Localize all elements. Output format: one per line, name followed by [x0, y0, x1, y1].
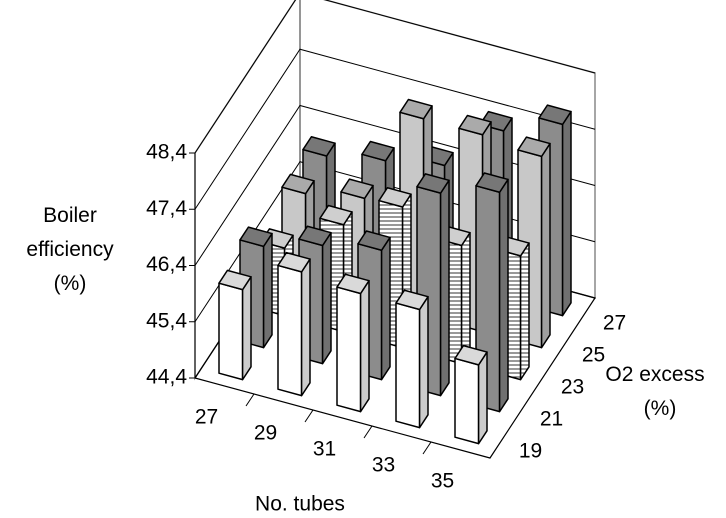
bar-top [361, 140, 395, 162]
bar-top [298, 225, 332, 247]
bar-side [380, 236, 391, 381]
x-tick-label: 31 [313, 438, 336, 461]
bar-top [475, 172, 509, 193]
bar [336, 273, 370, 413]
bar-side [418, 295, 429, 429]
depth-tick-label: 25 [582, 344, 605, 367]
depth-tick-label: 21 [540, 408, 563, 431]
y-tick-label: 44,4 [146, 366, 187, 389]
bar [454, 344, 488, 445]
bar-front [277, 264, 303, 397]
bar [517, 136, 551, 349]
depth-tick-label: 19 [519, 440, 542, 463]
x-tick [422, 441, 432, 455]
bar-front [454, 357, 480, 445]
y-tick-label: 45,4 [146, 309, 187, 332]
bar [239, 226, 273, 349]
bar-side [359, 279, 370, 413]
bar-side [262, 232, 273, 349]
bar-side [300, 258, 311, 397]
bar-top [454, 344, 488, 366]
bar-top [395, 289, 429, 311]
bar-side [498, 178, 509, 413]
x-tick-label: 29 [254, 422, 277, 445]
bar-top [336, 273, 370, 295]
bar-top [399, 98, 433, 120]
bar-side [241, 276, 252, 381]
depth-tick-label: 23 [561, 376, 584, 399]
bar-side [439, 179, 450, 397]
bar-side [561, 110, 572, 317]
bar-top [277, 251, 311, 273]
y-tick-label: 47,4 [146, 197, 187, 220]
x-tick [363, 425, 373, 439]
bar-side [321, 231, 332, 365]
bar-top [416, 173, 450, 194]
bar-top [357, 230, 391, 251]
x-axis-label: No. tubes [255, 493, 345, 516]
bar-top [319, 204, 353, 226]
bar [395, 289, 429, 429]
bar-top [218, 269, 252, 291]
bar-front [395, 302, 421, 429]
bar-front [336, 286, 362, 413]
x-tick [245, 393, 255, 407]
bar-top [378, 187, 412, 208]
bar-side [540, 142, 551, 349]
y-tick-label: 48,4 [146, 141, 187, 164]
x-tick [304, 409, 314, 423]
bar-top [458, 114, 492, 136]
depth-tick-label: 27 [603, 312, 626, 335]
bar-top [538, 104, 572, 126]
grid-line [194, 0, 596, 154]
x-tick-label: 35 [431, 470, 454, 493]
bars [218, 98, 572, 445]
bar-front [218, 282, 244, 381]
bar-top [239, 226, 273, 248]
bar-side [460, 231, 471, 365]
bar-top [340, 178, 374, 200]
bar-top [281, 173, 315, 195]
bar-side [519, 242, 530, 381]
depth-axis-label: O2 excess (%) [605, 363, 704, 420]
grid-line [194, 48, 596, 210]
bar [218, 269, 252, 381]
x-tick-label: 27 [195, 406, 218, 429]
bar-side [477, 351, 488, 445]
bar [277, 251, 311, 397]
y-axis-label: Boiler efficiency (%) [26, 204, 114, 295]
bar-top [517, 136, 551, 158]
bar-top [302, 136, 336, 157]
walls: 44,4 45,4 46,4 47,4 48,4 27 29 31 33 35 19 21 23 25 27 [146, 0, 626, 493]
y-tick-label: 46,4 [146, 253, 187, 276]
x-tick-label: 33 [372, 454, 395, 477]
